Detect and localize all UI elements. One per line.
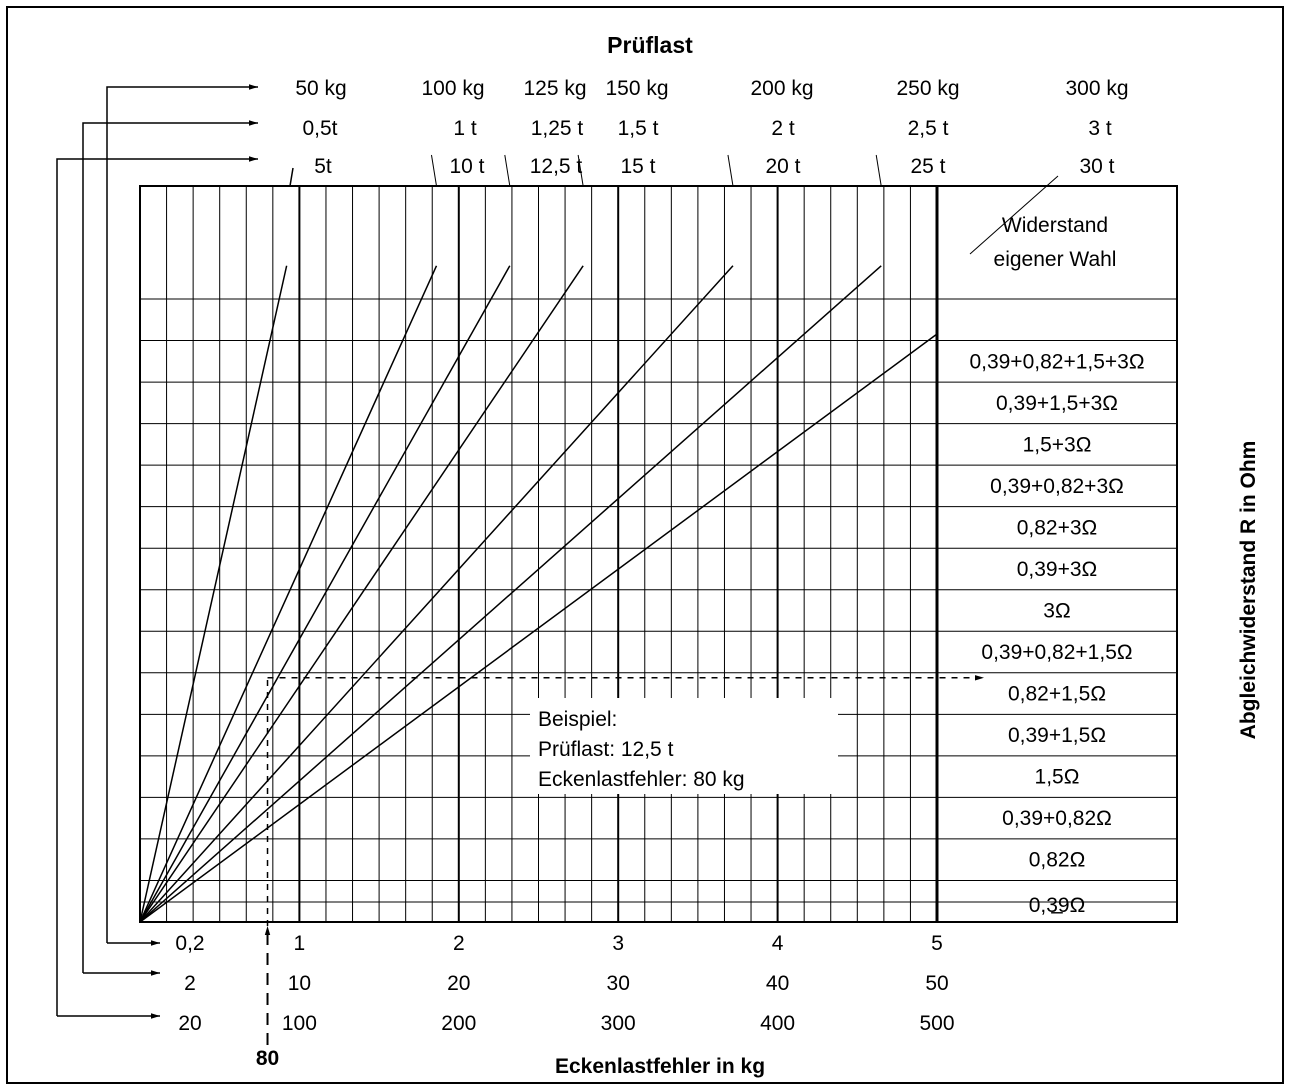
load-label-kg: 125 kg (523, 77, 586, 100)
resistance-label: 0,39+0,82+3Ω (990, 475, 1124, 498)
load-label-t: 2,5 t (908, 117, 949, 140)
x-tick-label: 0,2 (175, 932, 204, 955)
load-line (139, 265, 734, 923)
x-tick-label: 1 (294, 932, 306, 955)
chart-frame (139, 185, 1178, 923)
example-marker-label: 80 (256, 1047, 279, 1070)
x-tick-label: 30 (607, 972, 630, 995)
x-tick-label: 300 (601, 1012, 636, 1035)
example-box (530, 698, 838, 794)
example-text: Prüflast: 12,5 t (538, 738, 674, 761)
x-tick-label: 20 (447, 972, 470, 995)
load-label-t10: 10 t (449, 155, 484, 178)
load-label-kg: 100 kg (421, 77, 484, 100)
load-label-leader (727, 154, 734, 187)
resistance-label: 1,5+3Ω (1023, 433, 1092, 456)
resistance-label: 0,39+1,5+3Ω (996, 392, 1118, 415)
x-tick-label: 2 (184, 972, 196, 995)
load-label-kg: 150 kg (605, 77, 668, 100)
load-label-t10: 30 t (1079, 155, 1114, 178)
example-text: Beispiel: (538, 708, 617, 731)
load-label-leader (289, 167, 294, 187)
x-tick-label: 100 (282, 1012, 317, 1035)
x-tick-label: 500 (919, 1012, 954, 1035)
x-scales: 0,2 1 2 3 4 5 2 10 20 30 40 50 20 100 200 300 400 500 (56, 84, 955, 1035)
load-label-leader (430, 154, 437, 187)
resistance-label: 0,39+0,82Ω (1002, 807, 1112, 830)
resistance-label: 0,39+0,82+1,5Ω (981, 641, 1132, 664)
resistance-column: –0,39Ω 0,82Ω 0,39+0,82Ω 1,5Ω 0,39+1,5Ω 0,82+1… (969, 214, 1144, 923)
load-line (139, 265, 511, 923)
resistance-label: 0,39+0,82+1,5+3Ω (969, 350, 1144, 373)
grid (139, 185, 1178, 923)
scale-selector-arrow (106, 84, 258, 943)
example: 80 Beispiel: Prüflast: 12,5 t Eckenlastfehl… (256, 675, 984, 1070)
x-tick-label: 400 (760, 1012, 795, 1035)
x-tick-label: 2 (453, 932, 465, 955)
resistance-label: 0,82+1,5Ω (1008, 683, 1106, 706)
x-tick-label: 200 (441, 1012, 476, 1035)
resistance-label: 3Ω (1043, 600, 1070, 623)
resistance-custom-label: eigener Wahl (994, 248, 1117, 271)
resistance-label: 0,82Ω (1029, 849, 1086, 872)
load-label-t10: 20 t (765, 155, 800, 178)
load-label-leader (875, 154, 882, 187)
y-axis-title: Abgleichwiderstand R in Ohm (1237, 441, 1260, 740)
resistance-label: 0,39+3Ω (1017, 558, 1098, 581)
load-label-t: 0,5t (302, 117, 337, 140)
load-label-kg: 250 kg (896, 77, 959, 100)
resistance-label: 0,39+1,5Ω (1008, 724, 1106, 747)
example-text: Eckenlastfehler: 80 kg (538, 768, 745, 791)
x-tick-label: 10 (288, 972, 311, 995)
load-label-t10: 5t (314, 155, 332, 178)
load-label-t10: 25 t (910, 155, 945, 178)
load-label-t: 1,25 t (531, 117, 584, 140)
x-axis-title: Eckenlastfehler in kg (555, 1055, 765, 1078)
resistance-label: 0,82+3Ω (1017, 516, 1098, 539)
x-tick-label: 3 (612, 932, 624, 955)
load-label-leader (504, 154, 511, 187)
outer-frame (6, 6, 1284, 1084)
load-label-leader (577, 154, 584, 187)
load-line (139, 265, 882, 923)
x-tick-label: 4 (772, 932, 784, 955)
scale-selector-arrow (82, 120, 258, 973)
load-label-kg: 300 kg (1065, 77, 1128, 100)
x-tick-label: 40 (766, 972, 789, 995)
load-label-t10: 15 t (620, 155, 655, 178)
load-label-kg: 50 kg (295, 77, 346, 100)
load-lines (139, 265, 938, 923)
load-label-t: 1,5 t (618, 117, 659, 140)
load-line (139, 265, 438, 923)
load-label-t: 3 t (1088, 117, 1112, 140)
load-label-t10: 12,5 t (530, 155, 583, 178)
x-tick-label: 50 (925, 972, 948, 995)
load-labels: 50 kg 0,5t 5t 100 kg 1 t 10 t 125 kg 1,25 t 12,5… (289, 77, 1129, 255)
x-tick-label: 20 (178, 1012, 201, 1035)
load-line (139, 265, 584, 923)
load-label-leader (969, 175, 1059, 255)
chart-title: Prüflast (607, 32, 693, 58)
x-tick-label: 5 (931, 932, 943, 955)
load-line (139, 333, 938, 923)
load-label-t: 1 t (453, 117, 477, 140)
scale-selector-arrow (56, 156, 258, 1016)
resistance-label: 0,39Ω (1029, 894, 1086, 917)
load-line (139, 265, 288, 923)
load-label-t: 2 t (771, 117, 795, 140)
resistance-label: 1,5Ω (1035, 766, 1080, 789)
resistance-custom-label: Widerstand (1002, 214, 1108, 237)
load-label-kg: 200 kg (750, 77, 813, 100)
resistance-none: – (1051, 900, 1063, 923)
